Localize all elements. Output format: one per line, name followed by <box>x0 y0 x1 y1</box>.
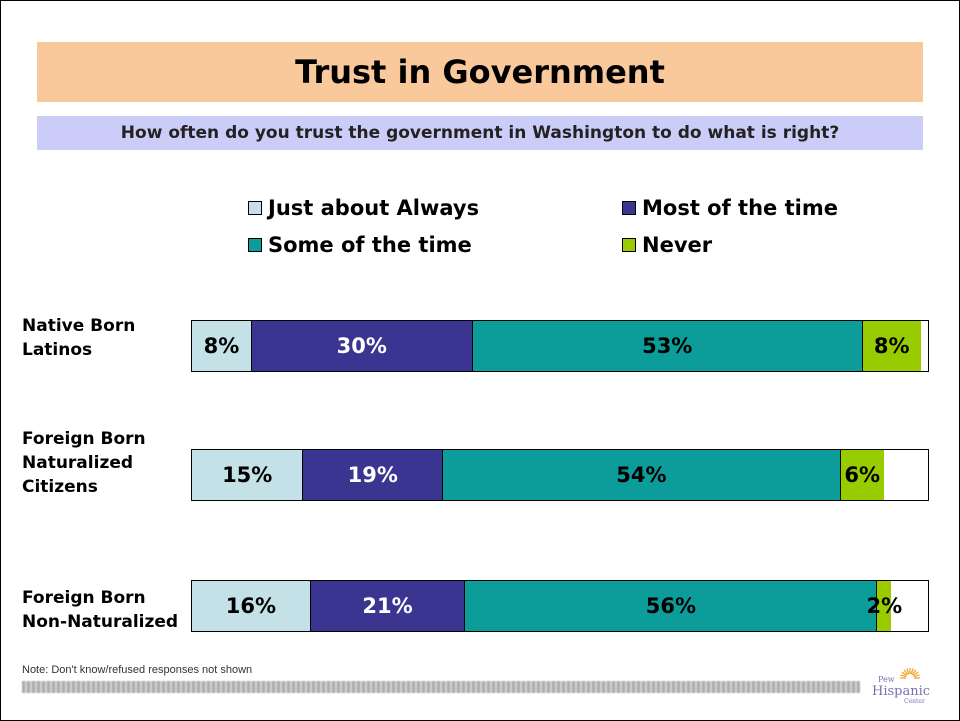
bar-segment: 56% <box>464 581 877 631</box>
bar-segment: 8% <box>192 321 251 371</box>
data-label: 2% <box>866 594 903 618</box>
legend-label: Most of the time <box>642 196 838 220</box>
bar-segment: 19% <box>302 450 443 500</box>
bar-segment: 16% <box>192 581 310 631</box>
svg-text:Center: Center <box>904 698 925 705</box>
category-label: Native Born Latinos <box>22 316 136 360</box>
svg-text:Pew: Pew <box>878 675 895 684</box>
pew-hispanic-center-logo: Pew Hispanic Center <box>872 668 930 705</box>
legend-item-2: Most of the time <box>622 196 838 220</box>
legend-item-1: Just about Always <box>248 196 479 220</box>
bar-segment: 54% <box>442 450 840 500</box>
data-label: 53% <box>642 334 693 358</box>
data-label: 30% <box>336 334 387 358</box>
legend-swatch <box>248 238 262 252</box>
svg-text:Hispanic: Hispanic <box>872 684 930 699</box>
data-label: 19% <box>347 463 398 487</box>
stacked-bar: 8% 30% 53% 8% <box>191 320 929 372</box>
bar-segment: 8% <box>861 321 921 371</box>
bar-segment: 15% <box>192 450 303 500</box>
legend-swatch <box>622 201 636 215</box>
chart-title: Trust in Government <box>37 42 923 102</box>
bar-segment: 6% <box>839 450 884 500</box>
legend-swatch <box>622 238 636 252</box>
data-label: 56% <box>645 594 696 618</box>
legend-label: Just about Always <box>268 196 480 220</box>
category-label: Foreign Born Naturalized Citizens <box>22 429 146 497</box>
data-label: 6% <box>844 463 881 487</box>
data-label: 21% <box>362 594 413 618</box>
stacked-bar: 16% 21% 56% 2% <box>191 580 929 632</box>
data-label: 15% <box>222 463 273 487</box>
data-label: 8% <box>873 334 910 358</box>
legend-label: Some of the time <box>268 233 472 257</box>
bar-segment: 2% <box>866 581 902 631</box>
stacked-bar: 15% 19% 54% 6% <box>191 449 929 501</box>
source-line <box>22 681 860 693</box>
legend-label: Never <box>642 233 713 257</box>
chart-subtitle: How often do you trust the government in… <box>37 116 923 150</box>
sun-icon <box>900 668 920 679</box>
data-label: 54% <box>616 463 667 487</box>
legend-item-4: Never <box>622 233 712 257</box>
data-label: 8% <box>203 334 240 358</box>
data-label: 16% <box>225 594 276 618</box>
bar-segment: 53% <box>471 321 862 371</box>
category-label: Foreign Born Non-Naturalized <box>22 588 179 632</box>
bar-segment: 21% <box>309 581 465 631</box>
footnote: Note: Don't know/refused responses not s… <box>22 664 253 676</box>
legend-swatch <box>248 201 262 215</box>
legend-item-3: Some of the time <box>248 233 472 257</box>
bar-segment: 30% <box>250 321 472 371</box>
